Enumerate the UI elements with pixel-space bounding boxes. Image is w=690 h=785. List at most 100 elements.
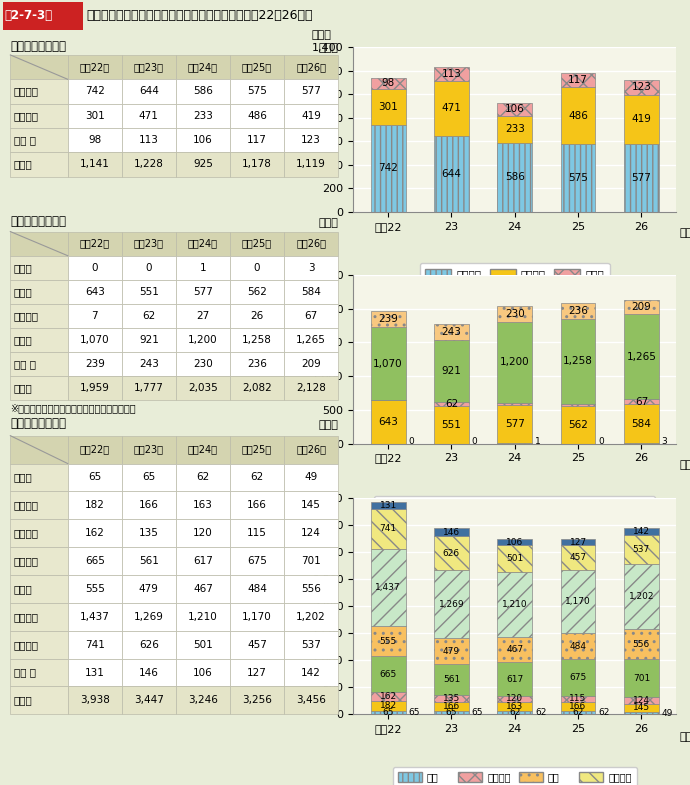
Text: 556: 556: [301, 584, 321, 594]
Text: その 他: その 他: [14, 667, 36, 677]
Bar: [624, 630, 659, 659]
Text: 675: 675: [569, 673, 586, 682]
Bar: [230, 79, 284, 104]
Text: 1,258: 1,258: [242, 335, 272, 345]
Bar: [10, 631, 68, 659]
Text: 162: 162: [85, 528, 105, 539]
Text: 555: 555: [85, 584, 105, 594]
Text: 230: 230: [505, 309, 524, 319]
Text: （件）: （件）: [311, 480, 331, 490]
Bar: [176, 256, 230, 279]
Bar: [176, 279, 230, 304]
Bar: [121, 547, 176, 575]
Bar: [371, 327, 406, 400]
Text: 575: 575: [568, 173, 588, 183]
Text: 62: 62: [445, 400, 458, 409]
Bar: [497, 696, 532, 703]
Text: 537: 537: [301, 640, 321, 650]
Bar: [371, 509, 406, 549]
Bar: [497, 663, 532, 696]
Bar: [68, 279, 121, 304]
Text: 0: 0: [472, 437, 477, 446]
Text: 平成25年: 平成25年: [242, 444, 272, 455]
Text: 106: 106: [505, 104, 524, 115]
Bar: [624, 400, 659, 404]
Bar: [371, 711, 406, 714]
Text: 551: 551: [442, 420, 462, 430]
Bar: [284, 631, 338, 659]
Bar: [371, 125, 406, 212]
Bar: [371, 78, 406, 89]
Bar: [68, 547, 121, 575]
Bar: [284, 232, 338, 256]
Bar: [10, 79, 68, 104]
Bar: [176, 575, 230, 603]
Bar: [68, 104, 121, 128]
Bar: [10, 104, 68, 128]
Bar: [10, 520, 68, 547]
Text: 合　計: 合 計: [14, 696, 32, 706]
Bar: [561, 403, 595, 406]
Bar: [10, 352, 68, 376]
Bar: [230, 104, 284, 128]
Bar: [624, 80, 659, 95]
Text: 162: 162: [380, 692, 397, 701]
Bar: [121, 152, 176, 177]
Bar: [561, 546, 595, 570]
Text: 166: 166: [139, 500, 159, 510]
Text: 1,178: 1,178: [242, 159, 272, 170]
Text: 平成22年: 平成22年: [79, 444, 110, 455]
Text: 0: 0: [254, 263, 260, 272]
Bar: [284, 547, 338, 575]
Bar: [10, 463, 68, 491]
Bar: [434, 340, 469, 402]
Bar: [230, 232, 284, 256]
Bar: [68, 232, 121, 256]
Text: 556: 556: [633, 640, 650, 649]
Bar: [561, 406, 595, 444]
Text: 236: 236: [568, 306, 588, 316]
Text: 62: 62: [598, 708, 610, 717]
Bar: [284, 152, 338, 177]
Text: 233: 233: [193, 111, 213, 121]
Text: 62: 62: [535, 708, 546, 717]
Text: 49: 49: [662, 709, 673, 717]
Bar: [284, 603, 338, 631]
Bar: [68, 79, 121, 104]
Text: 166: 166: [247, 500, 267, 510]
Text: 575: 575: [247, 86, 267, 97]
Bar: [434, 81, 469, 136]
Text: 209: 209: [631, 302, 651, 312]
Bar: [176, 79, 230, 104]
Bar: [10, 547, 68, 575]
Bar: [10, 575, 68, 603]
Bar: [10, 376, 68, 400]
Text: 551: 551: [139, 287, 159, 297]
Bar: [624, 564, 659, 630]
Bar: [121, 55, 176, 79]
Text: 65: 65: [88, 473, 101, 483]
Bar: [561, 303, 595, 319]
Text: 1: 1: [199, 263, 206, 272]
Bar: [121, 232, 176, 256]
Text: 1,170: 1,170: [242, 612, 272, 622]
Bar: [371, 626, 406, 656]
Text: 平成24年: 平成24年: [188, 239, 218, 249]
Bar: [68, 463, 121, 491]
Text: 675: 675: [247, 556, 267, 566]
Bar: [121, 128, 176, 152]
Text: 236: 236: [247, 360, 267, 369]
Bar: [434, 402, 469, 407]
Text: 1,269: 1,269: [439, 600, 464, 608]
Bar: [497, 572, 532, 637]
Bar: [230, 603, 284, 631]
Bar: [10, 128, 68, 152]
Text: 479: 479: [139, 584, 159, 594]
Bar: [624, 95, 659, 144]
Text: 2,128: 2,128: [296, 383, 326, 393]
Bar: [371, 312, 406, 327]
Bar: [230, 686, 284, 714]
Text: 1,210: 1,210: [188, 612, 218, 622]
Bar: [624, 314, 659, 400]
Bar: [497, 103, 532, 115]
